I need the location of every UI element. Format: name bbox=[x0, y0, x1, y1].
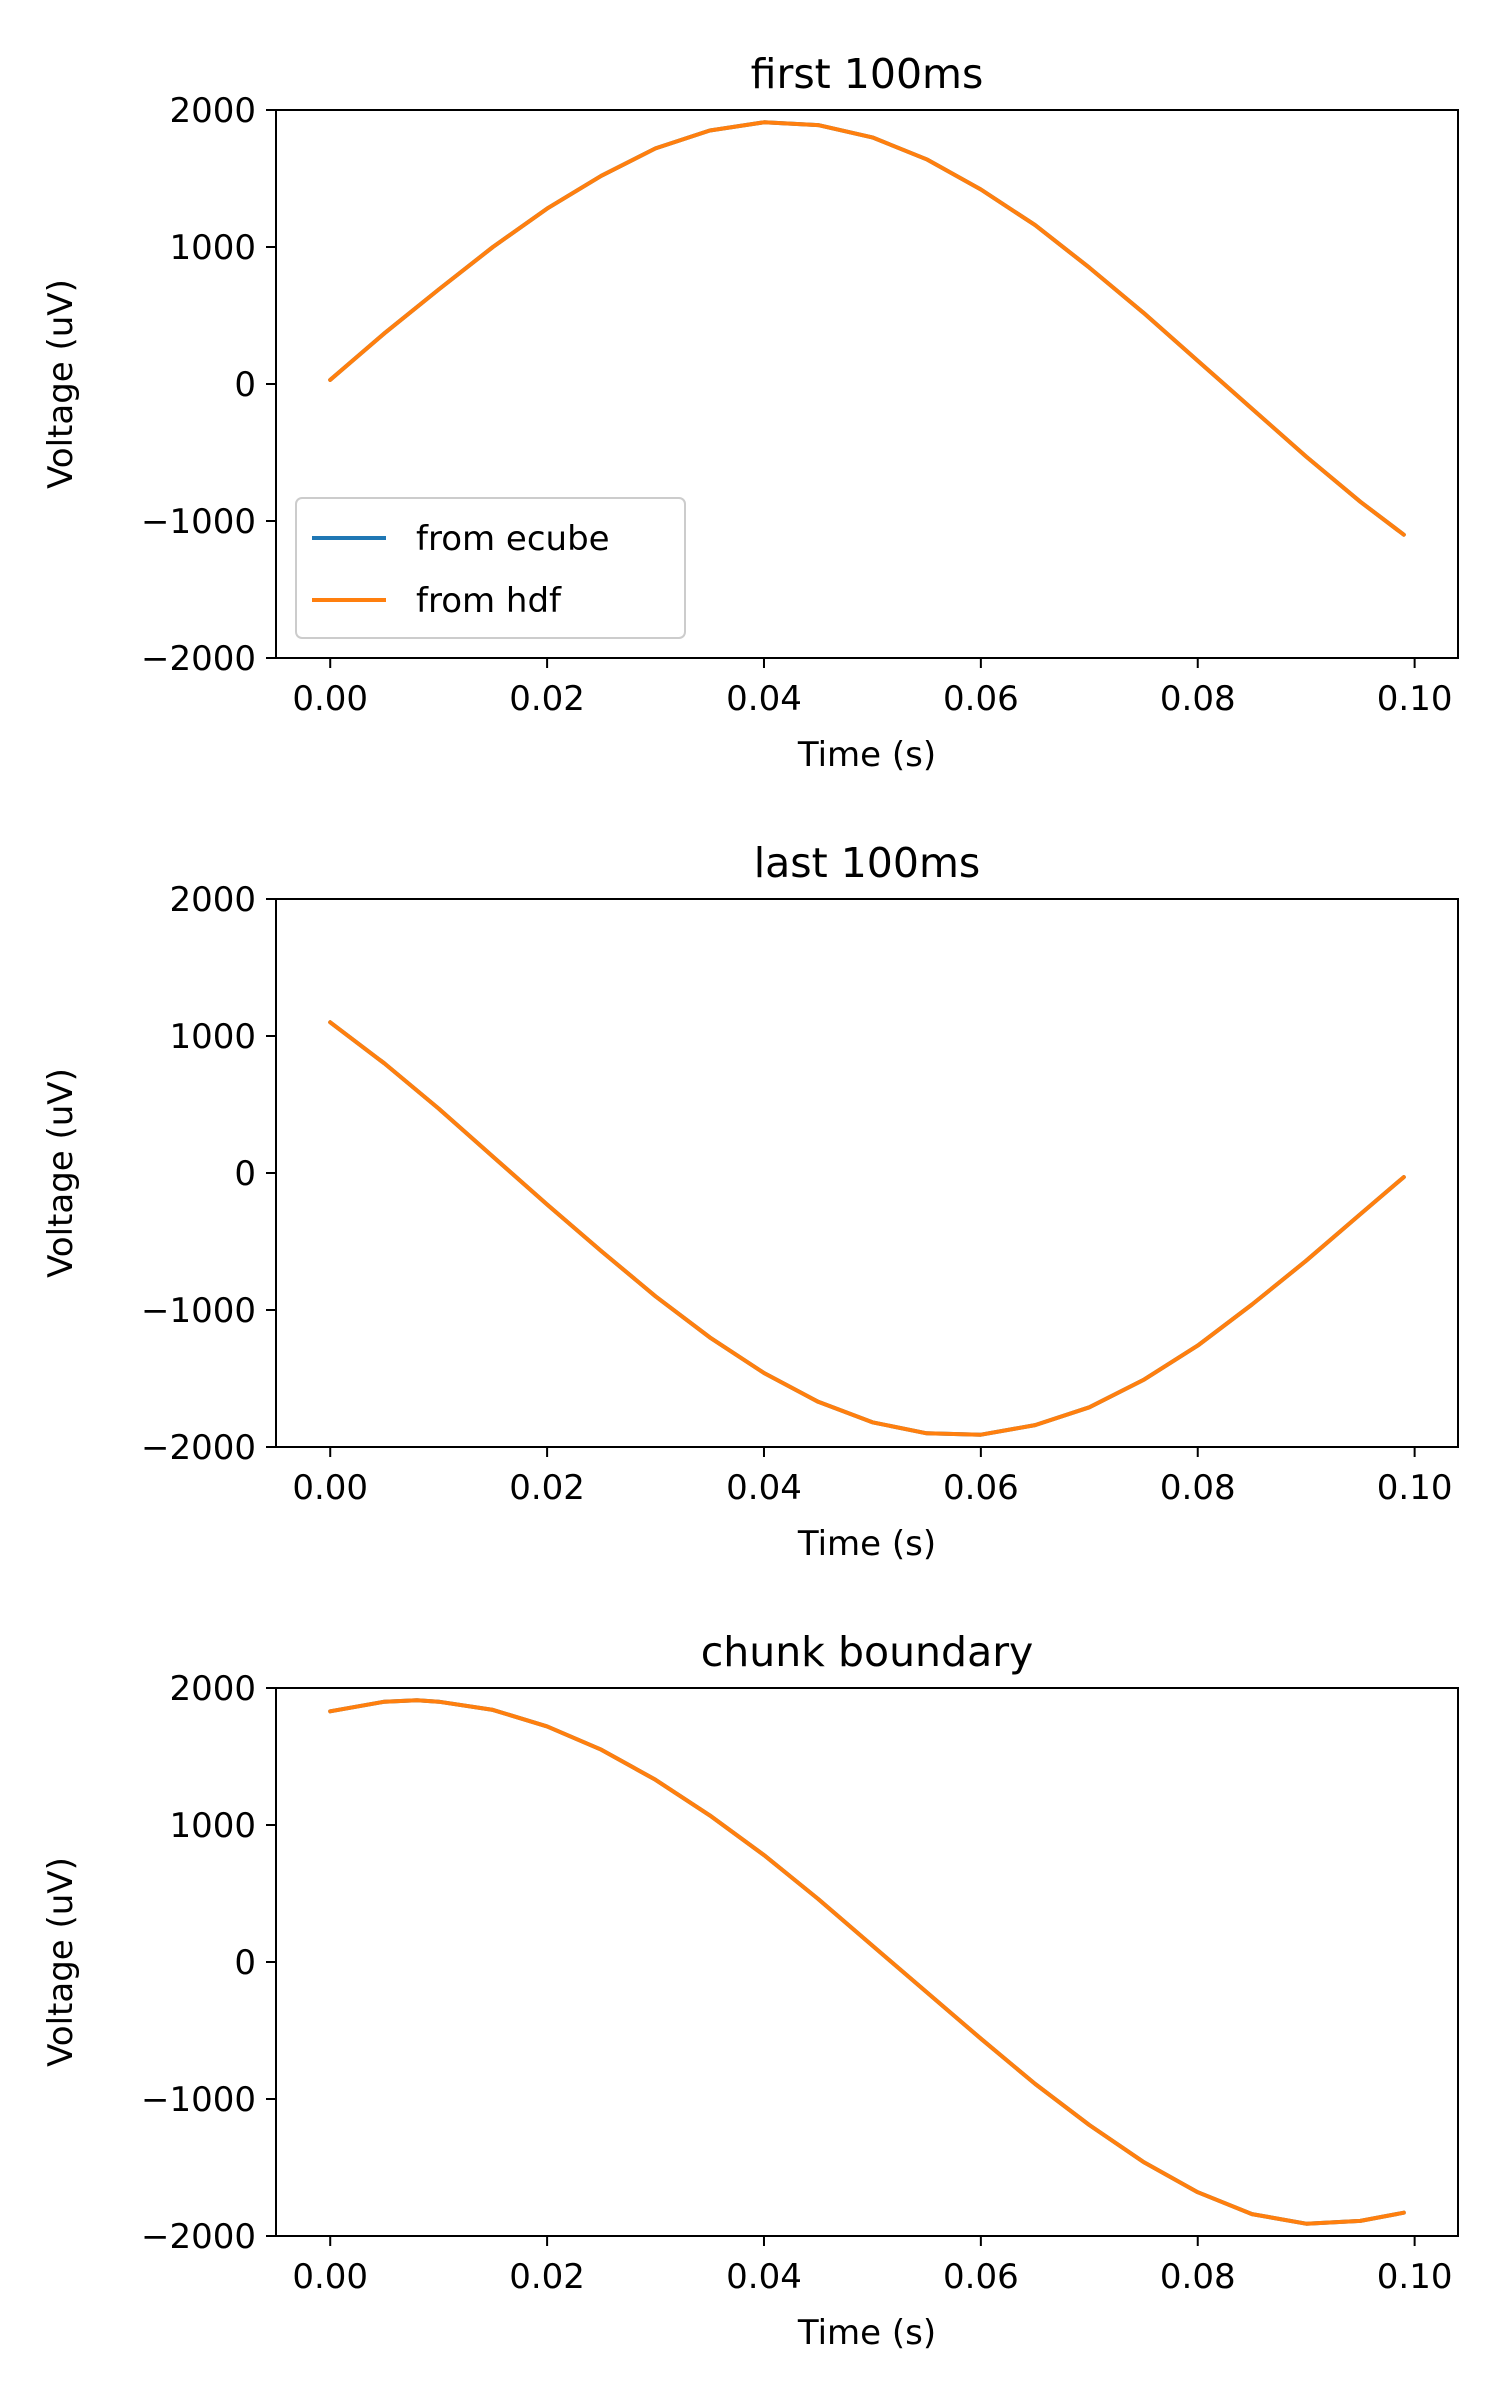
y-tick-label: −1000 bbox=[141, 502, 256, 542]
x-tick-label: 0.08 bbox=[1160, 679, 1236, 719]
y-tick-label: 1000 bbox=[169, 1806, 256, 1846]
chart-title: first 100ms bbox=[751, 50, 984, 98]
chart-title: chunk boundary bbox=[701, 1628, 1034, 1676]
y-tick-label: 2000 bbox=[169, 1669, 256, 1709]
chart-title: last 100ms bbox=[754, 839, 981, 887]
y-axis-label: Voltage (uV) bbox=[41, 1857, 81, 2067]
y-tick-label: −2000 bbox=[141, 639, 256, 679]
x-tick-label: 0.00 bbox=[292, 679, 368, 719]
series-line-from-ecube bbox=[328, 1020, 1406, 1437]
chart-panel-2: last 100ms 0.00 0.02 0.04 0.06 0.08 0.10 −2000 −… bbox=[41, 839, 1459, 1564]
x-tick-label: 0.02 bbox=[509, 1468, 585, 1508]
x-tick-label: 0.00 bbox=[292, 1468, 368, 1508]
chart-panel-1: first 100ms 0.00 0.02 0.04 0.06 0.08 0.10 −2000… bbox=[41, 50, 1459, 775]
x-tick-label: 0.06 bbox=[943, 1468, 1019, 1508]
plot-frame bbox=[275, 898, 1459, 1448]
plot-frame bbox=[275, 109, 1459, 659]
x-tick-label: 0.10 bbox=[1377, 2257, 1453, 2297]
x-tick-label: 0.08 bbox=[1160, 2257, 1236, 2297]
y-tick-label: 0 bbox=[234, 1154, 256, 1194]
y-tick-label: 2000 bbox=[169, 91, 256, 131]
y-tick-label: −1000 bbox=[141, 1291, 256, 1331]
y-tick-label: −2000 bbox=[141, 2217, 256, 2257]
x-tick-label: 0.06 bbox=[943, 679, 1019, 719]
plot-frame bbox=[275, 1687, 1459, 2237]
y-axis-label: Voltage (uV) bbox=[41, 279, 81, 489]
y-tick-label: 2000 bbox=[169, 880, 256, 920]
legend-box bbox=[295, 497, 686, 639]
series-line-from-ecube bbox=[328, 1698, 1406, 2226]
x-tick-label: 0.08 bbox=[1160, 1468, 1236, 1508]
series-line-from-hdf bbox=[328, 1020, 1406, 1437]
series-line-from-hdf bbox=[328, 1698, 1406, 2226]
y-tick-label: 1000 bbox=[169, 228, 256, 268]
y-tick-label: −2000 bbox=[141, 1428, 256, 1468]
legend-label: from hdf bbox=[416, 581, 562, 621]
x-axis-label: Time (s) bbox=[797, 735, 936, 775]
y-axis-label: Voltage (uV) bbox=[41, 1068, 81, 1278]
x-axis-label: Time (s) bbox=[797, 1524, 936, 1564]
x-tick-label: 0.04 bbox=[726, 679, 802, 719]
chart-panel-3: chunk boundary 0.00 0.02 0.04 0.06 0.08 0.10 −2… bbox=[41, 1628, 1459, 2353]
x-tick-label: 0.06 bbox=[943, 2257, 1019, 2297]
x-tick-label: 0.02 bbox=[509, 2257, 585, 2297]
x-tick-label: 0.02 bbox=[509, 679, 585, 719]
x-axis-label: Time (s) bbox=[797, 2313, 936, 2353]
x-tick-label: 0.10 bbox=[1377, 1468, 1453, 1508]
x-tick-label: 0.10 bbox=[1377, 679, 1453, 719]
x-tick-label: 0.04 bbox=[726, 2257, 802, 2297]
x-tick-label: 0.00 bbox=[292, 2257, 368, 2297]
legend-label: from ecube bbox=[416, 519, 610, 559]
series-line-from-hdf bbox=[328, 120, 1406, 537]
x-tick-label: 0.04 bbox=[726, 1468, 802, 1508]
y-tick-label: 0 bbox=[234, 365, 256, 405]
series-line-from-ecube bbox=[328, 120, 1406, 537]
legend: from ecube from hdf bbox=[295, 497, 686, 639]
y-tick-label: −1000 bbox=[141, 2080, 256, 2120]
y-tick-label: 1000 bbox=[169, 1017, 256, 1057]
y-tick-label: 0 bbox=[234, 1943, 256, 1983]
